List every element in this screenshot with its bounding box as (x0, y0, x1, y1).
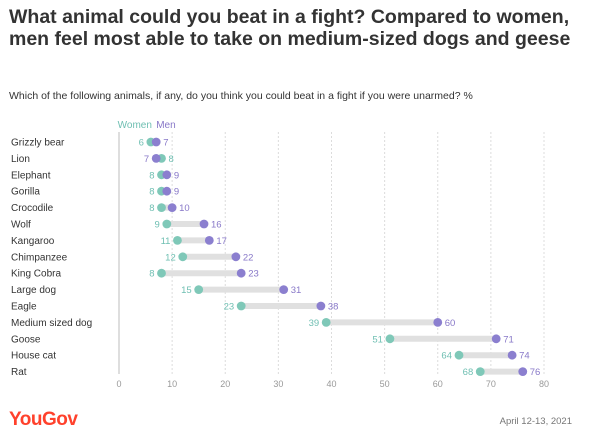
category-label: House cat (11, 351, 56, 362)
women-value-label: 51 (372, 334, 383, 345)
men-dot (279, 285, 289, 294)
x-tick-label: 80 (539, 379, 549, 389)
women-dot (178, 252, 188, 262)
women-dot (162, 219, 172, 229)
men-dot (491, 334, 501, 344)
men-value-label: 60 (445, 318, 456, 329)
survey-date: April 12-13, 2021 (499, 416, 572, 427)
men-dot (236, 268, 246, 278)
women-dot (194, 285, 204, 294)
category-label: Eagle (11, 302, 37, 313)
category-label: Kangaroo (11, 236, 55, 247)
women-value-label: 8 (149, 187, 154, 198)
category-label: Wolf (11, 220, 31, 231)
women-value-label: 9 (155, 220, 160, 231)
men-value-label: 7 (144, 154, 149, 165)
men-dot (151, 154, 161, 163)
women-value-label: 8 (169, 154, 174, 165)
women-dot (236, 301, 246, 311)
men-dot (204, 236, 214, 245)
category-label: Medium sized dog (11, 318, 92, 329)
men-value-label: 17 (216, 236, 227, 247)
women-value-label: 8 (149, 203, 154, 214)
category-label: King Cobra (11, 269, 61, 280)
x-tick-label: 10 (167, 379, 177, 389)
chart-title: What animal could you beat in a fight? C… (9, 6, 571, 50)
x-tick-label: 20 (220, 379, 230, 389)
men-value-label: 22 (243, 252, 254, 263)
women-dot (173, 236, 182, 245)
women-dot (454, 350, 464, 360)
yougov-logo: YouGov (9, 409, 78, 430)
men-dot (162, 186, 172, 196)
legend-women: Women (118, 120, 152, 131)
women-dot (385, 334, 395, 344)
men-dot (167, 203, 177, 213)
women-dot (157, 203, 166, 213)
women-dot (157, 268, 166, 278)
women-value-label: 12 (165, 252, 176, 263)
women-value-label: 11 (161, 236, 171, 247)
category-label: Elephant (11, 170, 51, 181)
women-value-label: 23 (224, 302, 235, 313)
women-value-label: 6 (139, 138, 144, 149)
men-value-label: 9 (174, 170, 179, 181)
men-dot (199, 219, 209, 229)
men-dot (316, 301, 326, 311)
category-label: Chimpanzee (11, 252, 68, 263)
women-value-label: 15 (181, 285, 192, 296)
women-value-label: 68 (463, 367, 474, 378)
men-dot (162, 170, 172, 180)
women-dot (321, 318, 331, 327)
category-label: Grizzly bear (11, 138, 65, 149)
men-dot (518, 367, 528, 376)
x-tick-label: 0 (116, 379, 121, 389)
men-value-label: 38 (328, 302, 339, 313)
women-value-label: 64 (441, 351, 452, 362)
men-value-label: 10 (179, 203, 190, 214)
men-value-label: 71 (503, 334, 514, 345)
x-tick-label: 60 (433, 379, 443, 389)
men-dot (507, 350, 517, 360)
x-tick-label: 70 (486, 379, 496, 389)
men-value-label: 76 (530, 367, 541, 378)
women-dot (475, 367, 485, 376)
men-value-label: 9 (174, 187, 179, 198)
women-value-label: 39 (309, 318, 320, 329)
x-tick-label: 30 (273, 379, 283, 389)
men-dot (231, 252, 241, 262)
women-value-label: 8 (149, 170, 154, 181)
women-value-label: 8 (149, 269, 154, 280)
men-value-label: 23 (248, 269, 259, 280)
category-label: Gorilla (11, 187, 40, 198)
category-label: Crocodile (11, 203, 54, 214)
category-label: Lion (11, 154, 30, 165)
men-value-label: 31 (291, 285, 302, 296)
x-tick-label: 40 (326, 379, 336, 389)
men-value-label: 16 (211, 220, 222, 231)
men-dot (151, 137, 161, 147)
category-label: Goose (11, 334, 41, 345)
men-dot (433, 318, 443, 327)
x-tick-label: 50 (380, 379, 390, 389)
men-value-label: 7 (163, 138, 168, 149)
legend-men: Men (156, 120, 175, 131)
category-label: Large dog (11, 285, 56, 296)
men-value-label: 74 (519, 351, 530, 362)
chart-subtitle: Which of the following animals, if any, … (9, 90, 473, 102)
category-label: Rat (11, 367, 27, 378)
